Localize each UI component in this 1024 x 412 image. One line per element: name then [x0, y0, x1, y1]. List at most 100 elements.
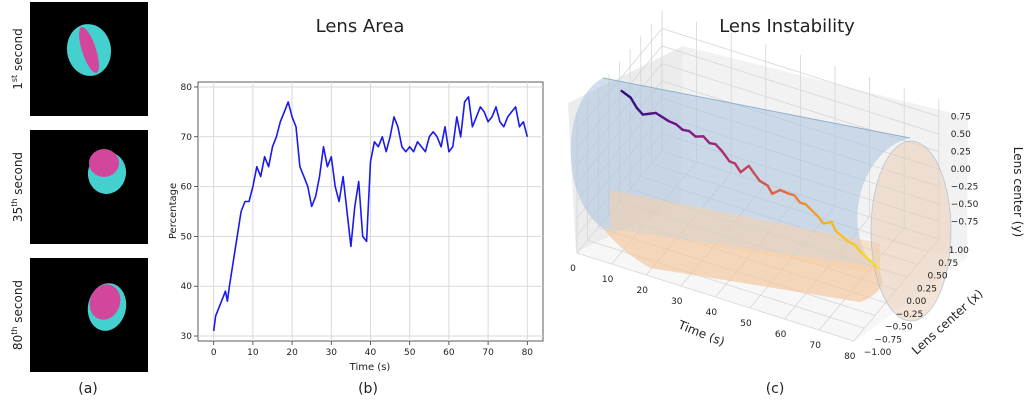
x-center-tick-label: −0.25: [896, 310, 924, 320]
chart-c-ticks: 0 10 20 30 40 50 60 70 80 −1.00 −0.75 −0.50 −0.25 0.0…: [570, 113, 979, 363]
y-tick-label: 50: [181, 232, 193, 242]
lens-instability-chart: Lens Instability 0 10 20 30 40 50 60 70 80 −1.00 −…: [568, 11, 1024, 397]
time-tick-label: 0: [570, 264, 576, 274]
y-tick-label: 70: [181, 133, 193, 143]
trajectory-segment: [687, 129, 697, 138]
chart-b-title: Lens Area: [316, 16, 405, 37]
time-tick-label: 80: [844, 352, 856, 362]
trajectory-segment: [793, 194, 802, 204]
x-center-tick-label: 1.00: [949, 246, 969, 256]
trajectory-segment: [714, 143, 724, 153]
x-center-tick-label: 0.50: [928, 272, 948, 282]
frame-80-label: 80th second: [10, 280, 25, 350]
lens-area-chart: Lens Area 0 10 20 30 40 50 60 70 80304050607080 …: [168, 16, 544, 397]
x-center-tick-label: −0.50: [885, 323, 913, 333]
frame-35-label: 35th second: [10, 152, 25, 222]
y-tick-label: 60: [181, 183, 193, 193]
caption-c: (c): [766, 381, 785, 397]
frame-1-label: 1st second: [10, 28, 25, 90]
trajectory-segment: [816, 215, 825, 225]
x-tick-label: 0: [211, 348, 217, 358]
x-tick-label: 40: [365, 348, 377, 358]
x-tick-label: 20: [286, 348, 298, 358]
trajectory-segment: [758, 179, 769, 187]
cylinder-top-edge: [602, 77, 911, 139]
caption-b: (b): [358, 381, 378, 397]
trajectory-segment: [661, 115, 670, 123]
trajectory-segment: [629, 96, 638, 110]
y-center-tick-label: 0.75: [951, 113, 971, 123]
x-tick-label: 70: [482, 348, 494, 358]
trajectory-segment: [674, 123, 684, 131]
cylinder-end-rim: [870, 140, 952, 322]
x-center-tick-label: −1.00: [864, 348, 892, 358]
y-center-tick-label: −0.50: [951, 200, 979, 210]
chart-c-xlabel: Time (s): [675, 317, 726, 349]
trajectory-segment: [846, 240, 857, 247]
x-center-tick-label: −0.75: [874, 335, 902, 345]
y-tick-label: 40: [181, 282, 193, 292]
grid-line-x: [576, 252, 854, 342]
trajectory-segment: [752, 171, 761, 183]
frame-35-image: [30, 130, 148, 244]
trajectory-segment: [871, 261, 880, 270]
x-tick-label: 60: [443, 348, 455, 358]
trajectory-segment: [654, 111, 664, 119]
trajectory-segment: [804, 202, 813, 212]
trajectory-segment: [853, 243, 862, 254]
trajectory-segment: [739, 164, 751, 174]
x-tick-label: 30: [326, 348, 338, 358]
time-tick-label: 10: [602, 275, 614, 285]
y-center-tick-label: −0.25: [951, 183, 979, 193]
time-tick-label: 50: [740, 319, 752, 329]
caption-a: (a): [78, 381, 98, 397]
chart-c-zlabel: Lens center (y): [1011, 147, 1024, 237]
trajectory-segment: [830, 220, 838, 233]
lens-region-magenta: [79, 27, 99, 73]
y-center-tick-label: 0.00: [951, 165, 971, 175]
x-center-tick-label: 0.25: [917, 284, 937, 294]
chart-b-grid: [198, 82, 543, 341]
x-center-tick-label: 0.00: [906, 297, 926, 307]
trajectory-segment: [733, 162, 742, 174]
panel-a: 1st second 35th second 80th second (a): [10, 2, 148, 397]
time-tick-label: 60: [775, 330, 787, 340]
trajectory-segment: [747, 164, 755, 174]
x-center-tick-label: 0.75: [938, 259, 958, 269]
chart-b-ticks: 0 10 20 30 40 50 60 70 80 30 40 50 60 70 80: [181, 83, 534, 358]
trajectory-segment: [720, 149, 731, 163]
time-tick-label: 30: [671, 297, 683, 307]
trajectory-segment: [810, 208, 819, 218]
lens-region-magenta: [89, 284, 121, 320]
trajectory-segment: [771, 188, 782, 195]
trajectory-segment: [702, 135, 711, 145]
lens-center-trajectory: [620, 89, 880, 270]
x-tick-label: 80: [522, 348, 534, 358]
time-tick-label: 20: [636, 286, 648, 296]
time-tick-label: 70: [809, 341, 821, 351]
chart-c-title: Lens Instability: [719, 16, 855, 37]
trajectory-segment: [834, 230, 844, 238]
cylinder-end-cap: [871, 141, 951, 321]
trajectory-segment: [766, 184, 774, 195]
chart-b-ylabel: Percentage: [168, 183, 179, 239]
y-tick-label: 80: [181, 83, 193, 93]
lens-region-magenta: [89, 149, 119, 177]
y-center-tick-label: −0.75: [951, 218, 979, 228]
trajectory-segment: [778, 188, 790, 195]
trajectory-segment: [635, 106, 645, 116]
time-tick-label: 40: [706, 308, 718, 318]
trajectory-segment: [840, 234, 849, 243]
cylinder-lower-surface: [603, 228, 883, 302]
x-tick-label: 50: [404, 348, 416, 358]
trajectory-segment: [667, 119, 678, 126]
cylinder-floor-band: [610, 190, 880, 275]
x-tick-label: 10: [247, 348, 259, 358]
y-center-tick-label: 0.50: [951, 130, 971, 140]
y-center-tick-label: 0.25: [951, 148, 971, 158]
trajectory-segment: [865, 256, 874, 264]
trajectory-segment: [822, 220, 833, 225]
trajectory-segment: [620, 89, 632, 99]
trajectory-segment: [859, 251, 868, 259]
